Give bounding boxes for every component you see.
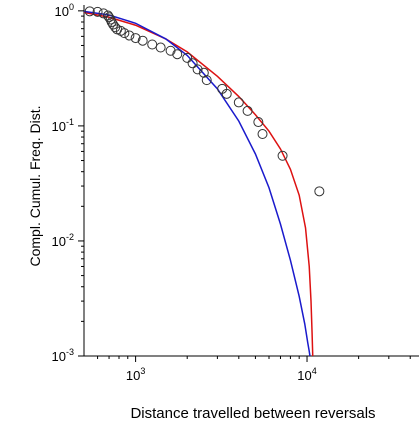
x-ticks: 103 104 [97, 356, 411, 383]
data-point [124, 30, 135, 41]
blue-fit-curve [83, 10, 311, 357]
y-tick-label: 100 [55, 2, 74, 19]
data-point [119, 28, 130, 39]
axes [83, 5, 419, 357]
y-tick-label: 10-2 [52, 232, 74, 249]
data-point [242, 105, 253, 116]
data-point [253, 117, 264, 128]
x-axis-label: Distance travelled between reversals [130, 405, 375, 422]
data-points [84, 6, 325, 197]
data-point [92, 6, 103, 17]
data-point [147, 39, 158, 50]
x-tick-label: 104 [297, 366, 316, 383]
data-point [155, 42, 166, 53]
data-point [115, 25, 126, 36]
data-point [84, 6, 95, 17]
data-point [104, 12, 115, 23]
x-tick-label: 103 [126, 366, 145, 383]
y-tick-label: 10-1 [52, 117, 74, 134]
red-fit-curve [83, 11, 314, 357]
data-point [198, 67, 209, 78]
data-point [192, 64, 203, 75]
data-point [110, 22, 121, 33]
data-point [106, 16, 117, 27]
data-point [130, 33, 141, 44]
y-ticks: 10-3 10-2 10-1 100 [52, 2, 84, 364]
data-point [137, 35, 148, 46]
y-tick-label: 10-3 [52, 347, 74, 364]
data-point [221, 88, 232, 99]
data-point [233, 97, 244, 108]
data-point [257, 129, 268, 140]
data-point [314, 186, 325, 197]
y-axis-label: Compl. Cumul. Freq. Dist. [27, 105, 43, 266]
data-point [165, 45, 176, 56]
data-point [187, 58, 198, 69]
fit-curves [83, 10, 314, 357]
data-point [98, 8, 109, 19]
data-point [201, 75, 212, 86]
data-point [172, 49, 183, 60]
data-point [277, 150, 288, 161]
data-point [182, 52, 193, 63]
